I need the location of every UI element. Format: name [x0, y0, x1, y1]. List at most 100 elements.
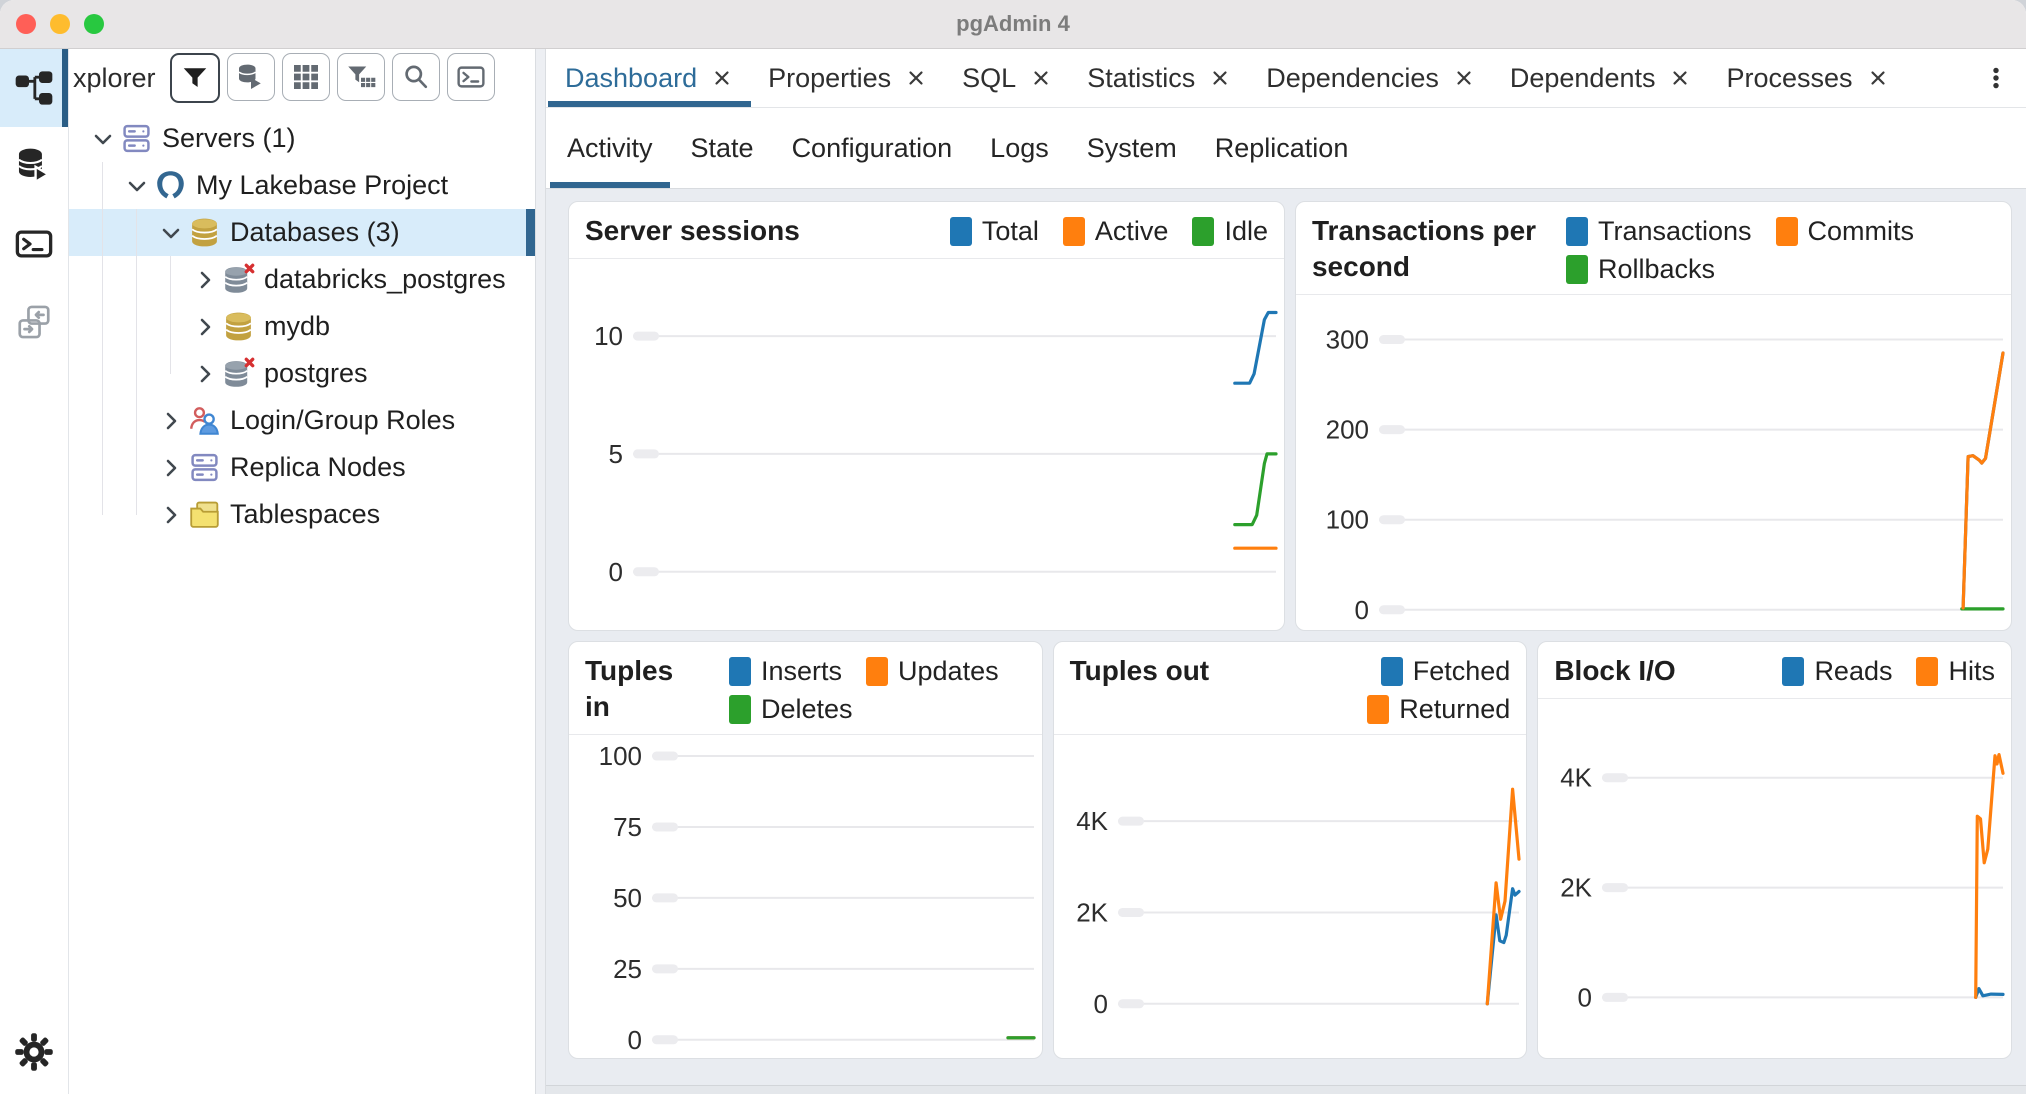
panel-server-sessions: Server sessions Total Active Idle 0 5 10 — [568, 201, 1285, 631]
view-data-button[interactable] — [281, 53, 330, 101]
legend-label: Inserts — [761, 656, 843, 686]
subtab-logs[interactable]: Logs — [971, 108, 1068, 188]
subtab-replication[interactable]: Replication — [1196, 108, 1368, 188]
chevron-down-icon[interactable] — [123, 172, 151, 200]
series-reads — [1974, 986, 2005, 999]
subtab-label: Logs — [990, 132, 1049, 163]
tree-item-replica-nodes[interactable]: Replica Nodes — [69, 444, 535, 491]
chevron-right-icon[interactable] — [157, 454, 185, 482]
legend-item-idle: Idle — [1192, 216, 1268, 247]
subtab-label: State — [690, 132, 754, 163]
svg-text:0: 0 — [1355, 595, 1369, 625]
legend-item-returned: Returned — [1367, 694, 1510, 725]
main-area: Dashboard Properties SQL Statistics Dependen… — [546, 49, 2026, 1094]
chevron-down-icon[interactable] — [157, 219, 185, 247]
series-fetched — [1485, 887, 1521, 1006]
svg-text:0: 0 — [628, 1025, 642, 1055]
tab-properties[interactable]: Properties — [751, 49, 945, 107]
chart-transactions-per-second: 0 100 200 300 — [1296, 295, 2011, 630]
svg-text:10: 10 — [594, 321, 623, 351]
tree-item-my-lakebase-project[interactable]: My Lakebase Project — [69, 162, 535, 209]
tree-item-databases-3[interactable]: Databases (3) — [69, 209, 535, 256]
legend-item-total: Total — [949, 216, 1039, 247]
tab-dashboard[interactable]: Dashboard — [548, 49, 752, 107]
close-tab-button[interactable] — [1866, 66, 1890, 90]
tab-dependencies[interactable]: Dependencies — [1249, 49, 1493, 107]
tree-indent-guide — [170, 256, 171, 374]
svg-text:0: 0 — [1093, 989, 1107, 1019]
zoom-window-button[interactable] — [84, 14, 104, 34]
chevron-right-icon[interactable] — [157, 501, 185, 529]
minimize-window-button[interactable] — [50, 14, 70, 34]
chart-legend: Inserts Updates Deletes — [729, 653, 1026, 725]
close-window-button[interactable] — [16, 14, 36, 34]
chevron-down-icon[interactable] — [89, 125, 117, 153]
svg-text:4K: 4K — [1561, 763, 1593, 793]
chevron-right-icon[interactable] — [191, 313, 219, 341]
explorer-toolbar — [169, 53, 495, 103]
tree-item-login-group-roles[interactable]: Login/Group Roles — [69, 397, 535, 444]
psql-tool-button[interactable] — [0, 205, 68, 283]
panel-header: Server sessions Total Active Idle — [569, 202, 1284, 259]
psql-button[interactable] — [446, 53, 495, 101]
series-total — [1233, 310, 1278, 385]
explorer-panel-title: xplorer — [73, 62, 156, 93]
tree-item-label: My Lakebase Project — [196, 170, 449, 200]
tab-sql[interactable]: SQL — [945, 49, 1070, 107]
chevron-right-icon[interactable] — [191, 266, 219, 294]
preferences-button[interactable] — [0, 1009, 68, 1094]
schema-diff-icon — [15, 303, 53, 341]
close-tab-button[interactable] — [710, 66, 734, 90]
filter-button[interactable] — [169, 53, 220, 103]
close-tab-button[interactable] — [1208, 66, 1232, 90]
close-tab-button[interactable] — [1452, 66, 1476, 90]
tree-item-servers-1[interactable]: Servers (1) — [69, 115, 535, 162]
legend-item-rollbacks: Rollbacks — [1565, 254, 1715, 285]
chart-legend: Fetched Returned — [1233, 653, 1510, 725]
chevron-right-icon[interactable] — [191, 360, 219, 388]
document-tabbar: Dashboard Properties SQL Statistics Dependen… — [546, 49, 2026, 108]
subtab-activity[interactable]: Activity — [548, 108, 672, 188]
close-tab-button[interactable] — [1029, 66, 1053, 90]
schema-diff-button[interactable] — [0, 283, 68, 361]
legend-label: Fetched — [1412, 656, 1511, 686]
legend-swatch — [1782, 657, 1805, 686]
database-run-icon — [236, 62, 266, 92]
tree-item-tablespaces[interactable]: Tablespaces — [69, 491, 535, 538]
tab-menu-button[interactable] — [1966, 49, 2026, 107]
filtered-rows-button[interactable] — [336, 53, 385, 101]
panel-resize-handle[interactable] — [535, 49, 546, 1094]
tree-item-postgres[interactable]: postgres — [69, 350, 535, 397]
tab-processes[interactable]: Processes — [1709, 49, 1906, 107]
svg-text:100: 100 — [599, 741, 642, 771]
subtab-state[interactable]: State — [672, 108, 773, 188]
subtab-configuration[interactable]: Configuration — [773, 108, 972, 188]
subtab-label: Activity — [567, 132, 653, 163]
tree-item-mydb[interactable]: mydb — [69, 303, 535, 350]
legend-swatch — [1775, 217, 1798, 246]
close-tab-button[interactable] — [904, 66, 928, 90]
legend-item-fetched: Fetched — [1380, 656, 1511, 687]
subtab-label: System — [1086, 132, 1177, 163]
object-explorer-icon — [14, 68, 54, 108]
tab-statistics[interactable]: Statistics — [1070, 49, 1249, 107]
tree-item-databricks-postgres[interactable]: databricks_postgres — [69, 256, 535, 303]
query-tool-button[interactable] — [0, 127, 68, 205]
chart-svg: 0 2K 4K — [1076, 787, 1521, 1019]
svg-text:100: 100 — [1326, 505, 1369, 535]
svg-text:200: 200 — [1326, 415, 1369, 445]
query-data-button[interactable] — [226, 53, 275, 101]
search-objects-button[interactable] — [391, 53, 440, 101]
chevron-right-icon[interactable] — [157, 407, 185, 435]
chart-svg: 0 5 10 — [594, 310, 1278, 587]
filter-table-icon — [346, 62, 376, 92]
subtab-system[interactable]: System — [1068, 108, 1196, 188]
close-tab-button[interactable] — [1668, 66, 1692, 90]
legend-swatch — [1916, 657, 1939, 686]
object-explorer-button[interactable] — [0, 49, 68, 127]
panel-title: Block I/O — [1554, 655, 1676, 686]
legend-swatch — [1565, 255, 1588, 284]
svg-text:75: 75 — [613, 812, 642, 842]
tab-dependents[interactable]: Dependents — [1493, 49, 1710, 107]
tab-label: Dependents — [1509, 62, 1656, 93]
